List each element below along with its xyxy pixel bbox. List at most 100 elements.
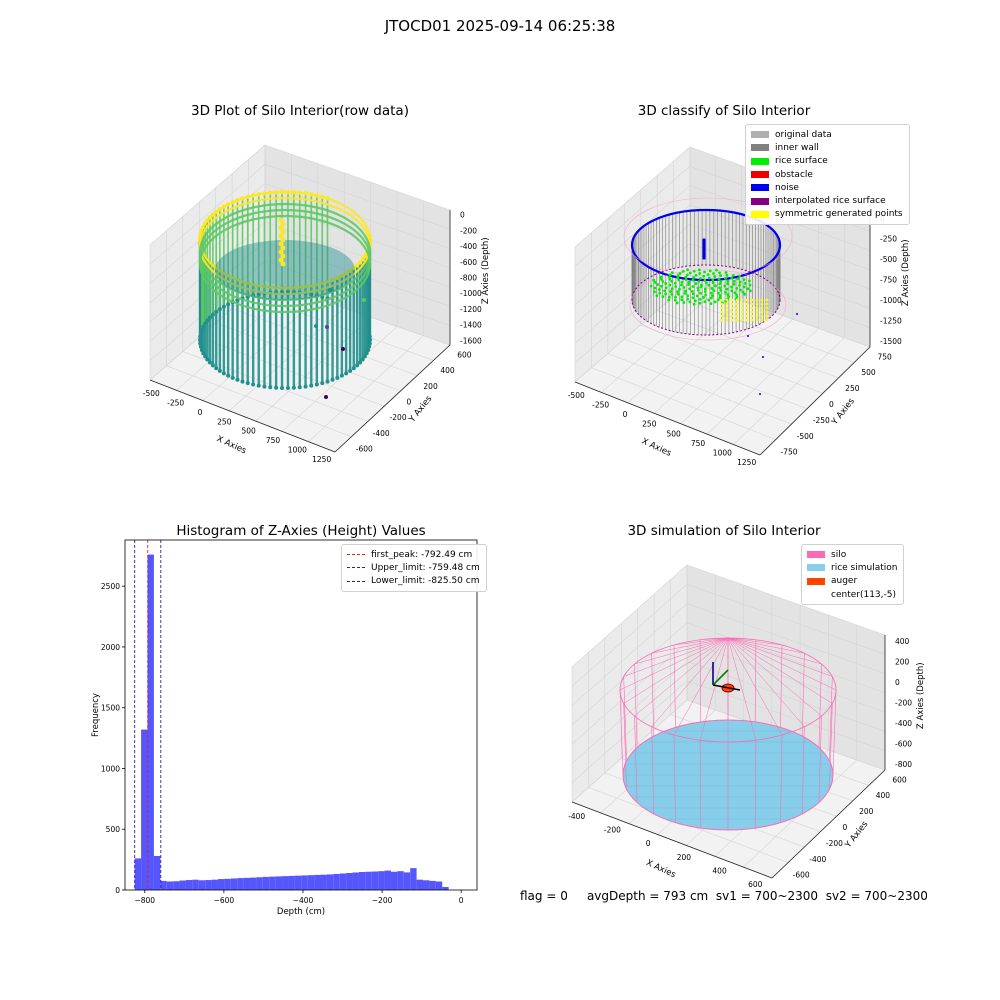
x-tick-label: 750 xyxy=(691,439,706,448)
histogram-bar xyxy=(416,879,424,890)
y-tick-label: 2500 xyxy=(101,582,120,591)
rice-surface-point xyxy=(680,295,684,299)
rice-surface-point xyxy=(719,288,723,292)
gridline xyxy=(689,281,871,348)
rice-surface-point xyxy=(687,280,691,284)
y-tick-label: 1000 xyxy=(101,764,120,773)
symmetric-point xyxy=(740,302,744,306)
rice-surface-point xyxy=(707,276,711,280)
rice-surface-point xyxy=(742,278,746,282)
silo-strut xyxy=(801,653,805,737)
raw-point xyxy=(205,357,210,362)
legend-swatch xyxy=(807,564,825,572)
rice-surface-point xyxy=(691,296,695,300)
rice-surface-point xyxy=(684,289,687,293)
histogram-bar xyxy=(230,878,238,890)
silo-roof-line xyxy=(727,637,837,691)
raw-point xyxy=(198,334,203,339)
symmetric-point xyxy=(755,310,759,314)
z-tick-label: -1500 xyxy=(880,337,902,346)
histogram-bar xyxy=(294,875,302,890)
symmetric-point xyxy=(725,318,729,322)
silo-strut xyxy=(818,663,822,748)
raw-point xyxy=(217,368,222,373)
interpolated-ring xyxy=(631,264,781,336)
raw-point xyxy=(198,344,203,349)
symmetric-point xyxy=(760,318,764,322)
y-tick-label: 400 xyxy=(440,366,455,375)
histogram-bar xyxy=(217,879,225,890)
raw-point xyxy=(280,221,286,227)
raw-rim-band xyxy=(198,214,372,314)
raw-point xyxy=(203,321,208,326)
raw-point xyxy=(240,379,245,384)
symmetric-point xyxy=(730,306,734,310)
histogram-bar xyxy=(185,880,193,890)
rice-surface-point xyxy=(709,296,713,300)
x-tick-label: 400 xyxy=(712,866,727,875)
silo-strut xyxy=(651,726,655,814)
rice-surface-point xyxy=(724,276,727,280)
raw-point xyxy=(198,331,203,336)
y-axis-line xyxy=(771,769,886,879)
rice-surface-point xyxy=(723,284,727,288)
rice-surface-point xyxy=(697,288,700,292)
gridline xyxy=(686,680,886,751)
gridline xyxy=(149,164,266,265)
symmetric-point xyxy=(745,302,749,306)
y-tick-label: 200 xyxy=(859,807,874,816)
y-tick-label: -200 xyxy=(826,839,843,848)
rice-surface-point xyxy=(718,294,722,297)
raw-outlier-point xyxy=(328,288,332,292)
rice-surface-point xyxy=(725,273,729,277)
panel2-title: 3D classify of Silo Interior xyxy=(637,103,811,119)
raw-point xyxy=(285,385,290,390)
histogram-bar xyxy=(224,878,231,890)
rice-surface-point xyxy=(653,286,657,290)
silo-roof-line xyxy=(727,637,822,665)
z-tick-label: 400 xyxy=(895,637,910,646)
z-axis-label: Z Axies (Depth) xyxy=(916,662,926,729)
floor-pane xyxy=(575,282,870,455)
symmetric-point xyxy=(760,302,764,306)
histogram-bar xyxy=(390,871,398,890)
gridline xyxy=(264,202,451,269)
x-tick-label: -250 xyxy=(592,400,609,409)
z-tick-label: 200 xyxy=(895,658,910,667)
rice-surface-point xyxy=(717,277,721,281)
x-axis-line xyxy=(571,801,773,879)
rice-surface-point xyxy=(739,288,742,292)
rice-surface-point xyxy=(718,282,722,286)
silo-roof-line xyxy=(673,637,729,736)
raw-point xyxy=(226,373,231,378)
y-tick-label: 200 xyxy=(423,382,438,391)
symmetric-point xyxy=(735,314,739,318)
symmetric-point xyxy=(740,306,744,310)
y-tick-label: 0 xyxy=(115,886,120,895)
rice-surface-point xyxy=(688,287,692,291)
rice-surface-point xyxy=(742,285,746,289)
back-wall-right xyxy=(687,565,885,770)
gridline xyxy=(706,328,819,435)
z-tick-label: -400 xyxy=(460,242,477,251)
raw-point xyxy=(280,237,286,243)
y-tick-label: 600 xyxy=(892,775,907,784)
legend-item: auger xyxy=(807,575,897,588)
rice-surface-point xyxy=(735,295,739,299)
axis-arrow-x xyxy=(712,684,741,691)
rice-surface-point xyxy=(718,286,722,290)
histogram-bar xyxy=(384,870,391,890)
x-tick-label: -500 xyxy=(568,391,585,400)
legend-item: noise xyxy=(751,181,903,194)
z-tick-label: -200 xyxy=(460,226,477,235)
legend-swatch xyxy=(347,554,365,556)
symmetric-point xyxy=(725,302,729,306)
y-tick-label: 400 xyxy=(876,791,891,800)
rice-surface-point xyxy=(690,289,694,293)
axis-arrow-y xyxy=(712,669,729,686)
histogram-bar xyxy=(256,877,263,890)
histogram-bar xyxy=(250,877,257,890)
raw-point xyxy=(280,229,286,235)
raw-point xyxy=(207,360,212,365)
histogram-bar xyxy=(141,729,148,890)
